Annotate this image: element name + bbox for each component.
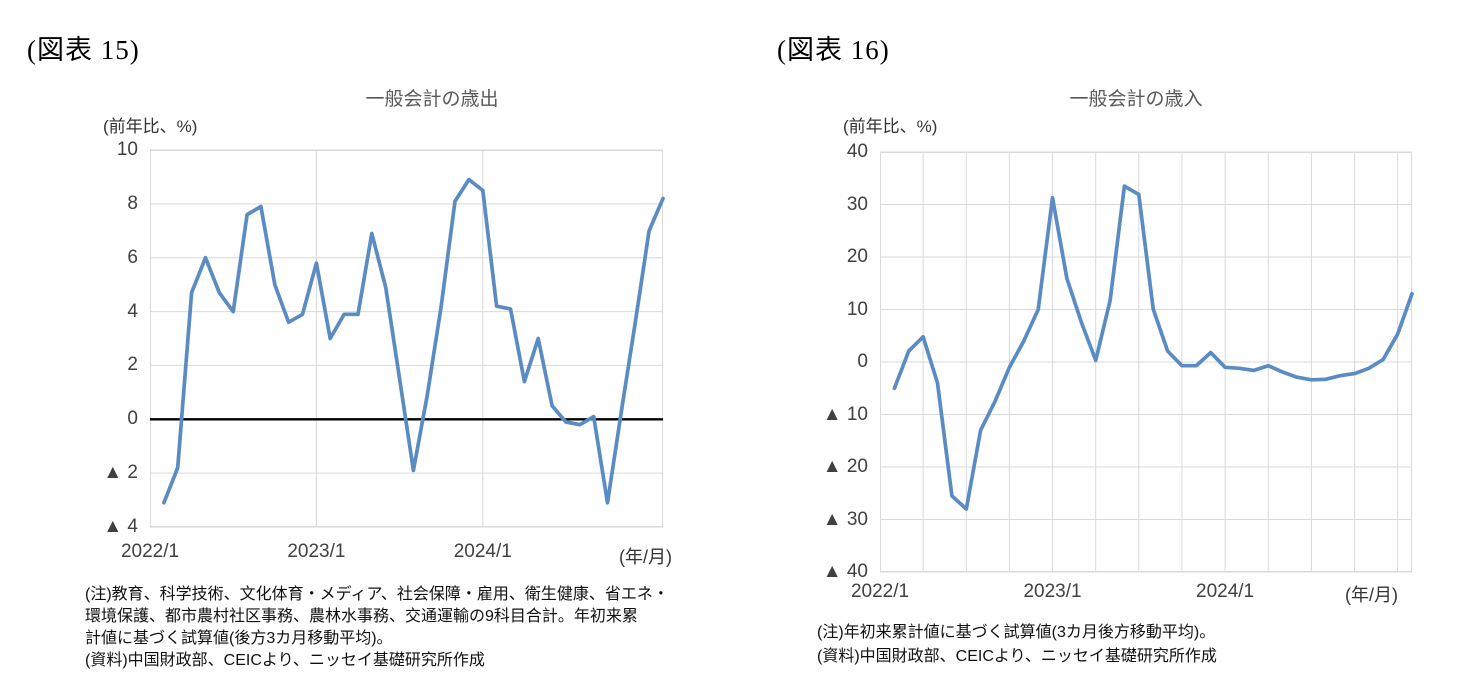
figure-15-note-line: (注)教育、科学技術、文化体育・メディア、社会保障・雇用、衛生健康、省エネ・ xyxy=(85,586,669,603)
expenditure-y-tick-label: 6 xyxy=(127,246,138,268)
figure-16-x-axis-caption: (年/月) xyxy=(1345,585,1398,605)
expenditure-y-tick-label: ▲ 2 xyxy=(103,462,138,484)
expenditure-chart-svg xyxy=(150,149,665,528)
figure-16-y-axis-caption: (前年比、%) xyxy=(843,117,938,136)
revenue-y-tick-label: ▲ 20 xyxy=(822,456,868,477)
revenue-chart-plot-area xyxy=(880,151,1414,573)
revenue-x-tick-label: 2024/1 xyxy=(1196,581,1255,602)
figure-15-label: (図表 15) xyxy=(27,35,140,65)
figure-16-note-line: (注)年初来累計値に基づく試算値(3カ月後方移動平均)。 xyxy=(817,624,1216,641)
revenue-y-tick-label: ▲ 30 xyxy=(822,508,868,530)
figure-16-notes: (注)年初来累計値に基づく試算値(3カ月後方移動平均)。 (資料)中国財政部、C… xyxy=(817,621,1217,669)
figure-16-chart-title: 一般会計の歳入 xyxy=(1069,89,1203,110)
expenditure-x-tick-label: 2024/1 xyxy=(453,541,512,562)
revenue-x-tick-label: 2023/1 xyxy=(1023,581,1082,602)
expenditure-y-tick-label: 8 xyxy=(127,192,138,214)
revenue-series-line xyxy=(892,184,1414,511)
plot-border xyxy=(150,150,663,527)
expenditure-y-tick-label: 0 xyxy=(127,408,138,430)
figure-15-note-line: 計値に基づく試算値(後方3カ月移動平均)。 xyxy=(85,630,393,647)
revenue-y-tick-label: ▲ 40 xyxy=(822,561,868,582)
figure-15-y-axis-caption: (前年比、%) xyxy=(103,117,198,136)
expenditure-series-line xyxy=(162,177,665,505)
revenue-y-tick-label: 40 xyxy=(846,141,868,162)
revenue-x-tick-label: 2022/1 xyxy=(850,581,910,602)
revenue-y-tick-label: 20 xyxy=(846,246,868,267)
expenditure-y-tick-label: 2 xyxy=(127,354,138,376)
revenue-chart-svg xyxy=(880,151,1414,573)
expenditure-x-tick-label: 2023/1 xyxy=(287,541,346,562)
figure-15-x-axis-caption: (年/月) xyxy=(619,547,672,567)
expenditure-y-tick-label: 4 xyxy=(127,300,138,322)
expenditure-x-tick-label: 2022/1 xyxy=(120,541,180,562)
figure-15-source-line: (資料)中国財政部、CEICより、ニッセイ基礎研究所作成 xyxy=(85,652,485,669)
expenditure-y-tick-label: 10 xyxy=(116,139,138,160)
figure-15-note-line: 環境保護、都市農村社区事務、農林水事務、交通運輸の9科目合計。年初来累 xyxy=(85,608,638,625)
expenditure-chart-plot-area xyxy=(150,149,665,528)
figure-15-chart-title: 一般会計の歳出 xyxy=(365,89,499,110)
expenditure-y-tick-label: ▲ 4 xyxy=(103,516,138,537)
figure-16-label: (図表 16) xyxy=(777,35,890,65)
figure-16-source-line: (資料)中国財政部、CEICより、ニッセイ基礎研究所作成 xyxy=(817,648,1217,665)
figure-15-notes: (注)教育、科学技術、文化体育・メディア、社会保障・雇用、衛生健康、省エネ・ 環… xyxy=(85,584,669,672)
revenue-y-tick-label: 0 xyxy=(857,351,868,372)
revenue-y-tick-label: 10 xyxy=(846,298,868,320)
revenue-y-tick-label: 30 xyxy=(846,193,868,215)
revenue-y-tick-label: ▲ 10 xyxy=(822,403,868,425)
plot-border xyxy=(880,152,1412,572)
